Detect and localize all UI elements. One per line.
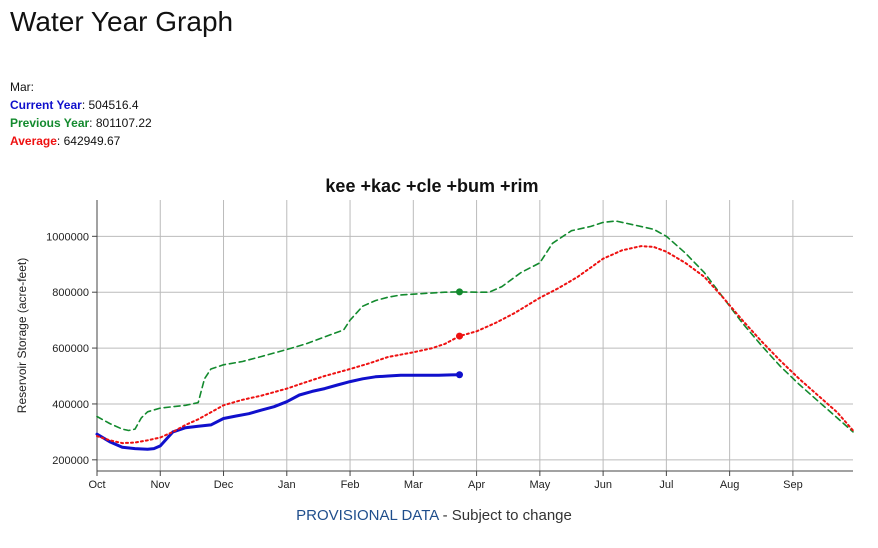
summary-month: Mar:	[10, 80, 34, 94]
chart-title: kee +kac +cle +bum +rim	[325, 176, 538, 196]
previous-year-value: : 801107.22	[89, 116, 152, 130]
x-tick-label: Apr	[468, 479, 485, 491]
x-tick-label: May	[529, 479, 550, 491]
current-year-value: : 504516.4	[81, 98, 139, 112]
x-tick-label: Jul	[659, 479, 673, 491]
x-tick-label: Oct	[88, 479, 105, 491]
y-tick-label: 400000	[52, 399, 89, 411]
x-tick-label: Jan	[278, 479, 296, 491]
water-year-chart: kee +kac +cle +bum +rim Reservoir Storag…	[15, 176, 854, 491]
series-line-previous	[96, 220, 854, 433]
x-tick-label: Mar	[404, 479, 423, 491]
y-tick-label: 1000000	[46, 231, 89, 243]
series-marker-current	[456, 371, 464, 379]
axes: 200000 400000 600000 800000 1000000 Oct Nov Dec…	[46, 200, 853, 491]
summary-month-row: Mar:	[10, 78, 152, 96]
current-year-label: Current Year	[10, 98, 82, 112]
y-tick-label: 600000	[52, 343, 89, 355]
series-markers	[456, 288, 464, 379]
provisional-footer: PROVISIONAL DATA - Subject to change	[0, 507, 868, 524]
grid-lines	[96, 200, 853, 471]
provisional-data-label: PROVISIONAL DATA	[296, 507, 439, 524]
summary-previous-row: Previous Year: 801107.22	[10, 114, 152, 132]
x-tick-label: Feb	[341, 479, 360, 491]
subject-to-change-text: - Subject to change	[438, 507, 572, 524]
average-label: Average	[10, 134, 57, 148]
summary-average-row: Average: 642949.67	[10, 132, 152, 150]
page-title: Water Year Graph	[10, 6, 234, 37]
x-tick-label: Nov	[150, 479, 170, 491]
series-lines	[95, 220, 854, 451]
y-axis-label: Reservoir Storage (acre-feet)	[15, 258, 29, 413]
average-value: : 642949.67	[56, 134, 121, 148]
x-tick-label: Aug	[720, 479, 740, 491]
summary-legend: Mar: Current Year: 504516.4 Previous Yea…	[10, 78, 152, 150]
series-line-average	[96, 245, 854, 445]
previous-year-label: Previous Year	[10, 116, 90, 130]
series-marker-average	[456, 332, 464, 340]
x-tick-label: Sep	[783, 479, 803, 491]
x-tick-label: Jun	[594, 479, 612, 491]
y-tick-label: 800000	[52, 287, 89, 299]
series-line-current	[95, 373, 461, 451]
x-tick-label: Dec	[214, 479, 234, 491]
y-tick-label: 200000	[52, 455, 89, 467]
summary-current-row: Current Year: 504516.4	[10, 96, 152, 114]
series-marker-previous	[456, 288, 464, 296]
chart-container: kee +kac +cle +bum +rim Reservoir Storag…	[0, 168, 878, 508]
